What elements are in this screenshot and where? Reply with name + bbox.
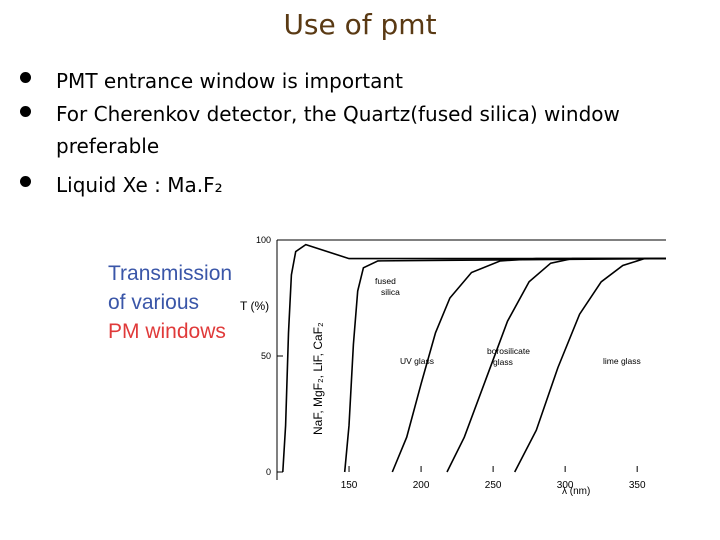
bullet-text: PMT entrance window is important	[56, 69, 403, 93]
x-axis-label: λ (nm)	[562, 486, 590, 497]
transmission-curve	[343, 257, 667, 473]
slide-title: Use of pmt	[283, 8, 437, 41]
transmission-curve	[282, 243, 666, 473]
y-tick-label: 0	[266, 467, 271, 477]
transmission-curve	[513, 257, 666, 473]
bullet: Liquid Xe : Ma.F₂	[20, 168, 710, 202]
x-tick-label: 150	[341, 480, 358, 491]
transmission-curve	[446, 257, 666, 473]
transmission-curve	[391, 257, 666, 473]
bullet: PMT entrance window is important	[20, 64, 710, 98]
caption: Transmission	[108, 262, 232, 285]
x-tick-label: 350	[629, 480, 646, 491]
curve-label: lime glass	[603, 356, 641, 366]
caption: PM windows	[108, 320, 226, 343]
bullet-text: Liquid Xe : Ma.F₂	[56, 173, 223, 197]
y-axis-label: T (%)	[240, 299, 269, 313]
y-tick-label: 50	[261, 351, 271, 361]
bullet: For Cherenkov detector, the Quartz(fused…	[20, 98, 690, 162]
caption: of various	[108, 291, 199, 314]
bullet-text: For Cherenkov detector, the Quartz(fused…	[56, 102, 620, 158]
curve-label: fused silica	[375, 276, 400, 297]
y-tick-label: 100	[256, 235, 271, 245]
x-tick-label: 250	[485, 480, 502, 491]
curve-label: NaF, MgF₂, LiF, CaF₂	[311, 322, 325, 435]
curve-label: borosilicate glass	[487, 346, 530, 367]
x-tick-label: 200	[413, 480, 430, 491]
x-tick-label: 300	[557, 480, 574, 491]
curve-label: UV glass	[400, 356, 434, 366]
